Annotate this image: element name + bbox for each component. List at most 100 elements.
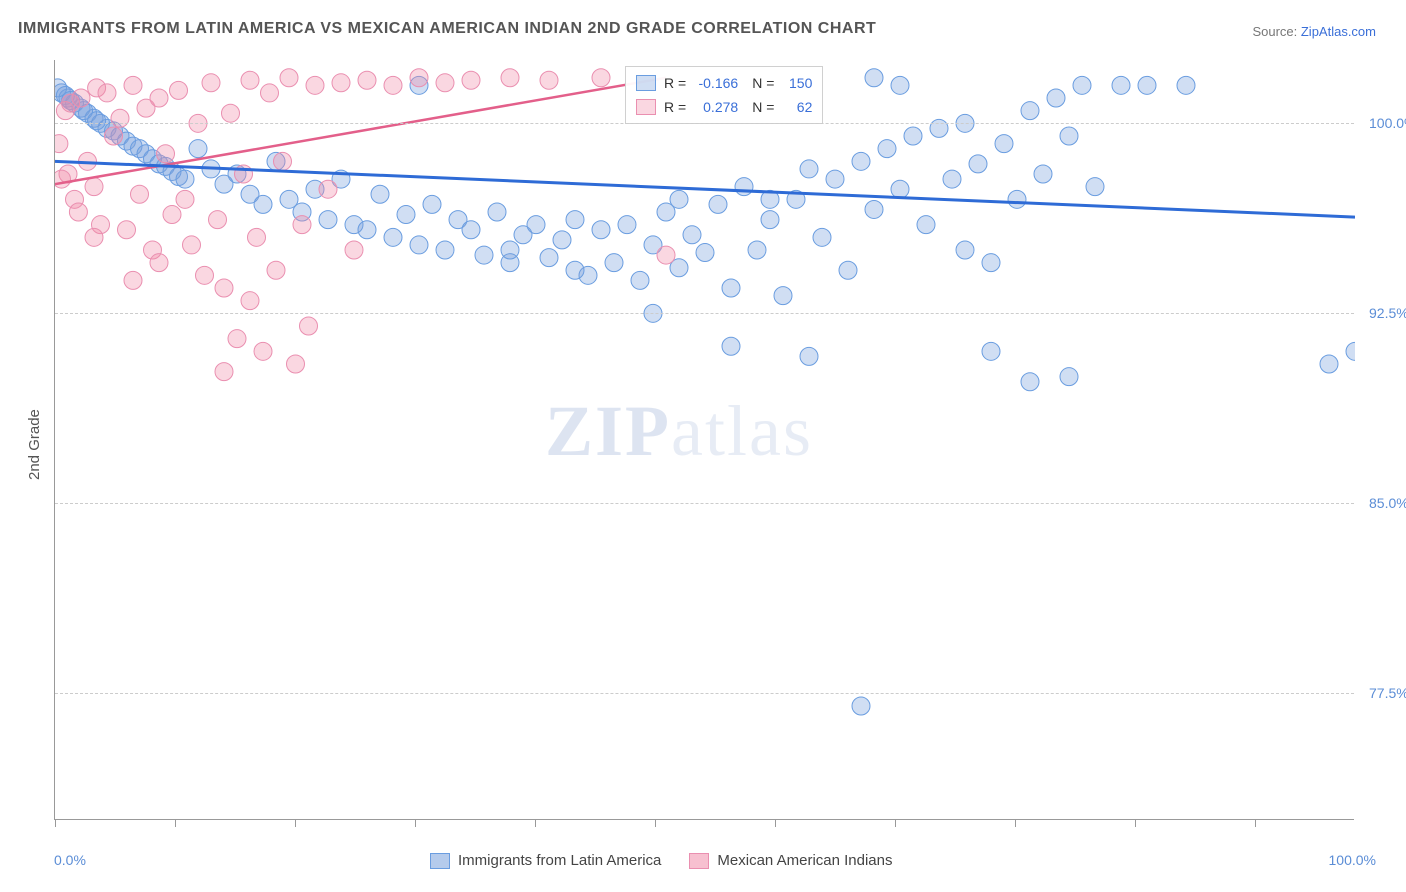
data-point	[55, 79, 67, 97]
x-tick	[55, 819, 56, 827]
data-point	[306, 76, 324, 94]
trend-line	[55, 78, 666, 184]
legend-swatch	[636, 99, 656, 115]
data-point	[384, 76, 402, 94]
y-axis-title: 2nd Grade	[26, 409, 43, 480]
data-point	[748, 241, 766, 259]
watermark: ZIPatlas	[545, 390, 813, 473]
data-point	[150, 155, 168, 173]
data-point	[436, 241, 454, 259]
data-point	[891, 76, 909, 94]
data-point	[131, 140, 149, 158]
x-tick	[175, 819, 176, 827]
data-point	[215, 279, 233, 297]
gridline	[55, 313, 1354, 314]
data-point	[55, 135, 68, 153]
data-point	[1138, 76, 1156, 94]
data-point	[1060, 127, 1078, 145]
data-point	[527, 216, 545, 234]
gridline	[55, 693, 1354, 694]
data-point	[170, 81, 188, 99]
data-point	[1073, 76, 1091, 94]
data-point	[553, 231, 571, 249]
data-point	[202, 74, 220, 92]
data-point	[75, 102, 93, 120]
y-tick-label: 85.0%	[1369, 495, 1406, 511]
data-point	[761, 190, 779, 208]
legend-n-value: 150	[778, 75, 812, 91]
data-point	[449, 211, 467, 229]
data-point	[696, 244, 714, 262]
data-point	[709, 195, 727, 213]
data-point	[222, 104, 240, 122]
data-point	[436, 74, 454, 92]
data-point	[982, 254, 1000, 272]
data-point	[1021, 373, 1039, 391]
data-point	[118, 132, 136, 150]
data-point	[241, 292, 259, 310]
data-point	[163, 206, 181, 224]
bottom-legend-item: Immigrants from Latin America	[430, 852, 661, 869]
data-point	[371, 185, 389, 203]
data-point	[189, 140, 207, 158]
data-point	[280, 190, 298, 208]
bottom-legend-item: Mexican American Indians	[689, 852, 892, 869]
data-point	[852, 697, 870, 715]
data-point	[488, 203, 506, 221]
x-tick	[655, 819, 656, 827]
data-point	[163, 162, 181, 180]
x-axis-end-label: 100.0%	[1329, 852, 1376, 868]
data-point	[267, 261, 285, 279]
data-point	[62, 92, 80, 110]
chart-svg	[55, 60, 1355, 820]
data-point	[79, 152, 97, 170]
x-tick	[535, 819, 536, 827]
data-point	[878, 140, 896, 158]
data-point	[267, 152, 285, 170]
data-point	[462, 221, 480, 239]
data-point	[410, 69, 428, 87]
data-point	[228, 330, 246, 348]
data-point	[137, 145, 155, 163]
data-point	[423, 195, 441, 213]
data-point	[462, 71, 480, 89]
data-point	[72, 89, 90, 107]
data-point	[293, 216, 311, 234]
data-point	[410, 76, 428, 94]
legend-swatch	[430, 853, 450, 869]
data-point	[891, 180, 909, 198]
data-point	[384, 228, 402, 246]
legend-r-value: -0.166	[690, 75, 738, 91]
data-point	[306, 180, 324, 198]
data-point	[631, 271, 649, 289]
data-point	[800, 347, 818, 365]
data-point	[1034, 165, 1052, 183]
correlation-legend: R =-0.166N =150R =0.278N =62	[625, 66, 823, 124]
data-point	[735, 178, 753, 196]
legend-n-label: N =	[752, 99, 774, 115]
data-point	[1047, 89, 1065, 107]
data-point	[235, 165, 253, 183]
data-point	[540, 249, 558, 267]
data-point	[865, 69, 883, 87]
data-point	[1021, 102, 1039, 120]
data-point	[124, 76, 142, 94]
data-point	[111, 127, 129, 145]
x-tick	[775, 819, 776, 827]
data-point	[183, 236, 201, 254]
data-point	[144, 241, 162, 259]
data-point	[904, 127, 922, 145]
data-point	[826, 170, 844, 188]
data-point	[514, 226, 532, 244]
data-point	[670, 259, 688, 277]
data-point	[761, 211, 779, 229]
data-point	[55, 84, 71, 102]
data-point	[592, 69, 610, 87]
data-point	[66, 190, 84, 208]
data-point	[722, 337, 740, 355]
data-point	[85, 109, 103, 127]
data-point	[644, 236, 662, 254]
data-point	[85, 228, 103, 246]
data-point	[215, 363, 233, 381]
data-point	[157, 157, 175, 175]
